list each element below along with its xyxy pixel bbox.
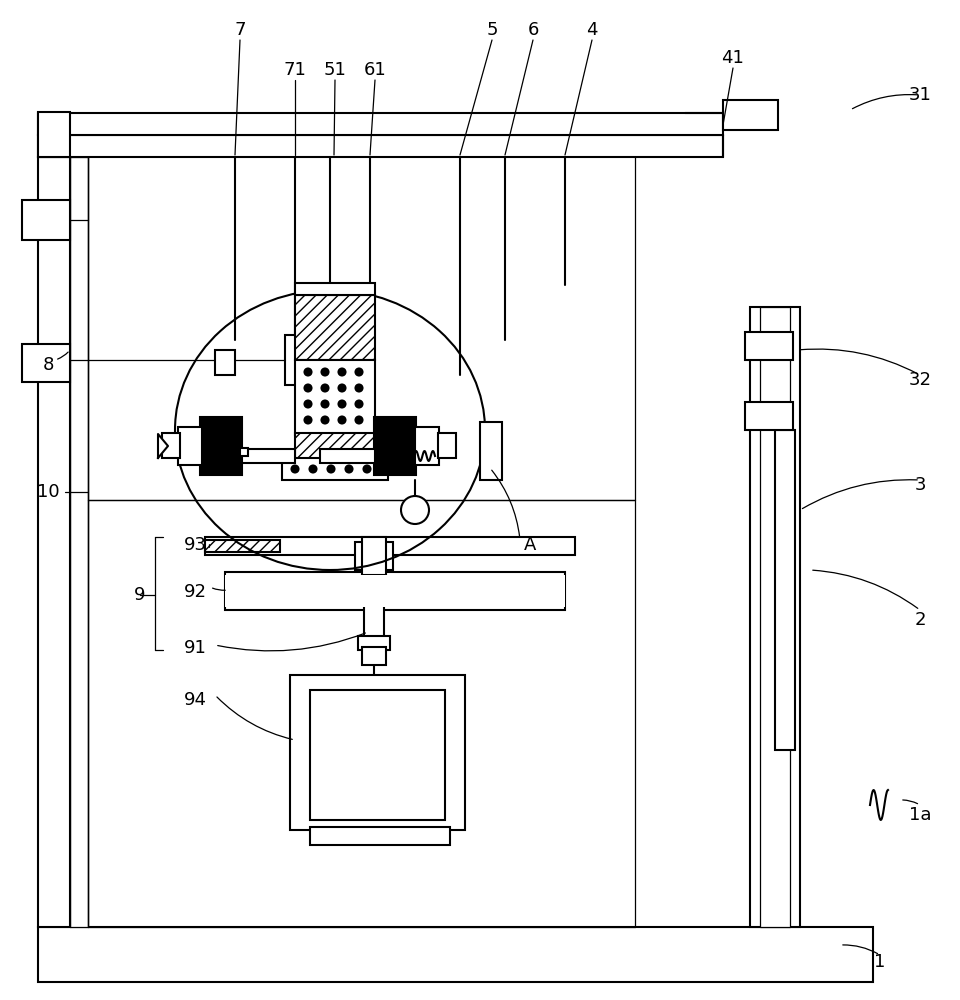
Circle shape xyxy=(339,384,346,391)
Circle shape xyxy=(309,466,317,473)
Bar xyxy=(362,647,386,665)
Text: 94: 94 xyxy=(183,691,206,709)
Text: 31: 31 xyxy=(908,86,931,104)
Text: 7: 7 xyxy=(234,21,246,39)
Text: 41: 41 xyxy=(722,49,744,67)
Bar xyxy=(358,636,390,650)
Text: 61: 61 xyxy=(364,61,386,79)
Circle shape xyxy=(339,400,346,408)
Bar xyxy=(310,690,445,820)
Bar xyxy=(240,448,248,456)
Text: 71: 71 xyxy=(283,61,306,79)
Bar xyxy=(745,332,793,360)
Bar xyxy=(480,422,502,480)
Bar xyxy=(750,307,800,927)
Bar xyxy=(70,157,88,927)
Circle shape xyxy=(364,466,371,473)
Bar xyxy=(295,283,375,295)
Circle shape xyxy=(322,368,328,375)
Bar xyxy=(205,540,280,552)
Text: 92: 92 xyxy=(183,583,206,601)
Text: 10: 10 xyxy=(36,483,60,501)
Text: 5: 5 xyxy=(487,21,497,39)
Bar xyxy=(295,433,375,460)
Bar xyxy=(438,433,456,458)
Circle shape xyxy=(355,416,363,424)
Bar xyxy=(295,360,375,435)
Circle shape xyxy=(355,368,363,375)
Bar xyxy=(225,575,565,607)
Circle shape xyxy=(304,400,311,408)
Circle shape xyxy=(355,400,363,408)
Bar xyxy=(290,675,465,830)
Bar xyxy=(374,417,416,475)
Bar xyxy=(775,430,795,750)
Circle shape xyxy=(339,416,346,424)
Text: 2: 2 xyxy=(914,611,925,629)
Bar xyxy=(282,458,388,480)
Bar xyxy=(38,113,723,135)
Text: 1: 1 xyxy=(875,953,886,971)
Bar xyxy=(325,355,343,405)
Circle shape xyxy=(292,466,299,473)
Circle shape xyxy=(304,384,311,391)
Circle shape xyxy=(304,416,311,424)
Bar xyxy=(200,417,242,475)
Circle shape xyxy=(327,466,334,473)
Bar xyxy=(205,537,575,555)
Text: 3: 3 xyxy=(914,476,925,494)
Circle shape xyxy=(304,368,311,375)
Circle shape xyxy=(322,400,328,408)
Bar xyxy=(178,427,202,465)
Text: 6: 6 xyxy=(527,21,539,39)
Text: 93: 93 xyxy=(183,536,206,554)
Bar xyxy=(38,112,70,157)
Text: 4: 4 xyxy=(587,21,598,39)
Bar xyxy=(760,307,790,927)
Bar xyxy=(38,135,723,157)
Bar xyxy=(745,402,793,430)
Bar xyxy=(215,350,235,375)
Bar xyxy=(22,200,70,240)
Bar xyxy=(723,100,778,130)
Text: 1a: 1a xyxy=(909,806,931,824)
Text: 8: 8 xyxy=(42,356,54,374)
Text: 9: 9 xyxy=(134,586,146,604)
Bar xyxy=(355,542,393,570)
Bar xyxy=(362,537,386,577)
Bar xyxy=(415,427,439,465)
Text: 51: 51 xyxy=(324,61,347,79)
Bar xyxy=(242,449,295,463)
Bar xyxy=(310,827,450,845)
Text: 91: 91 xyxy=(183,639,206,657)
Circle shape xyxy=(355,384,363,391)
Text: 32: 32 xyxy=(908,371,931,389)
Bar xyxy=(162,433,180,458)
Circle shape xyxy=(339,368,346,375)
Circle shape xyxy=(322,384,328,391)
Bar xyxy=(38,927,873,982)
Polygon shape xyxy=(158,434,168,458)
Bar xyxy=(22,344,70,382)
Circle shape xyxy=(322,416,328,424)
Circle shape xyxy=(346,466,352,473)
Bar xyxy=(285,335,305,385)
Bar xyxy=(364,575,384,640)
Bar xyxy=(295,295,375,360)
Text: A: A xyxy=(524,536,537,554)
Circle shape xyxy=(401,496,429,524)
Bar xyxy=(225,572,565,610)
Bar xyxy=(38,157,70,927)
Bar xyxy=(320,449,375,463)
